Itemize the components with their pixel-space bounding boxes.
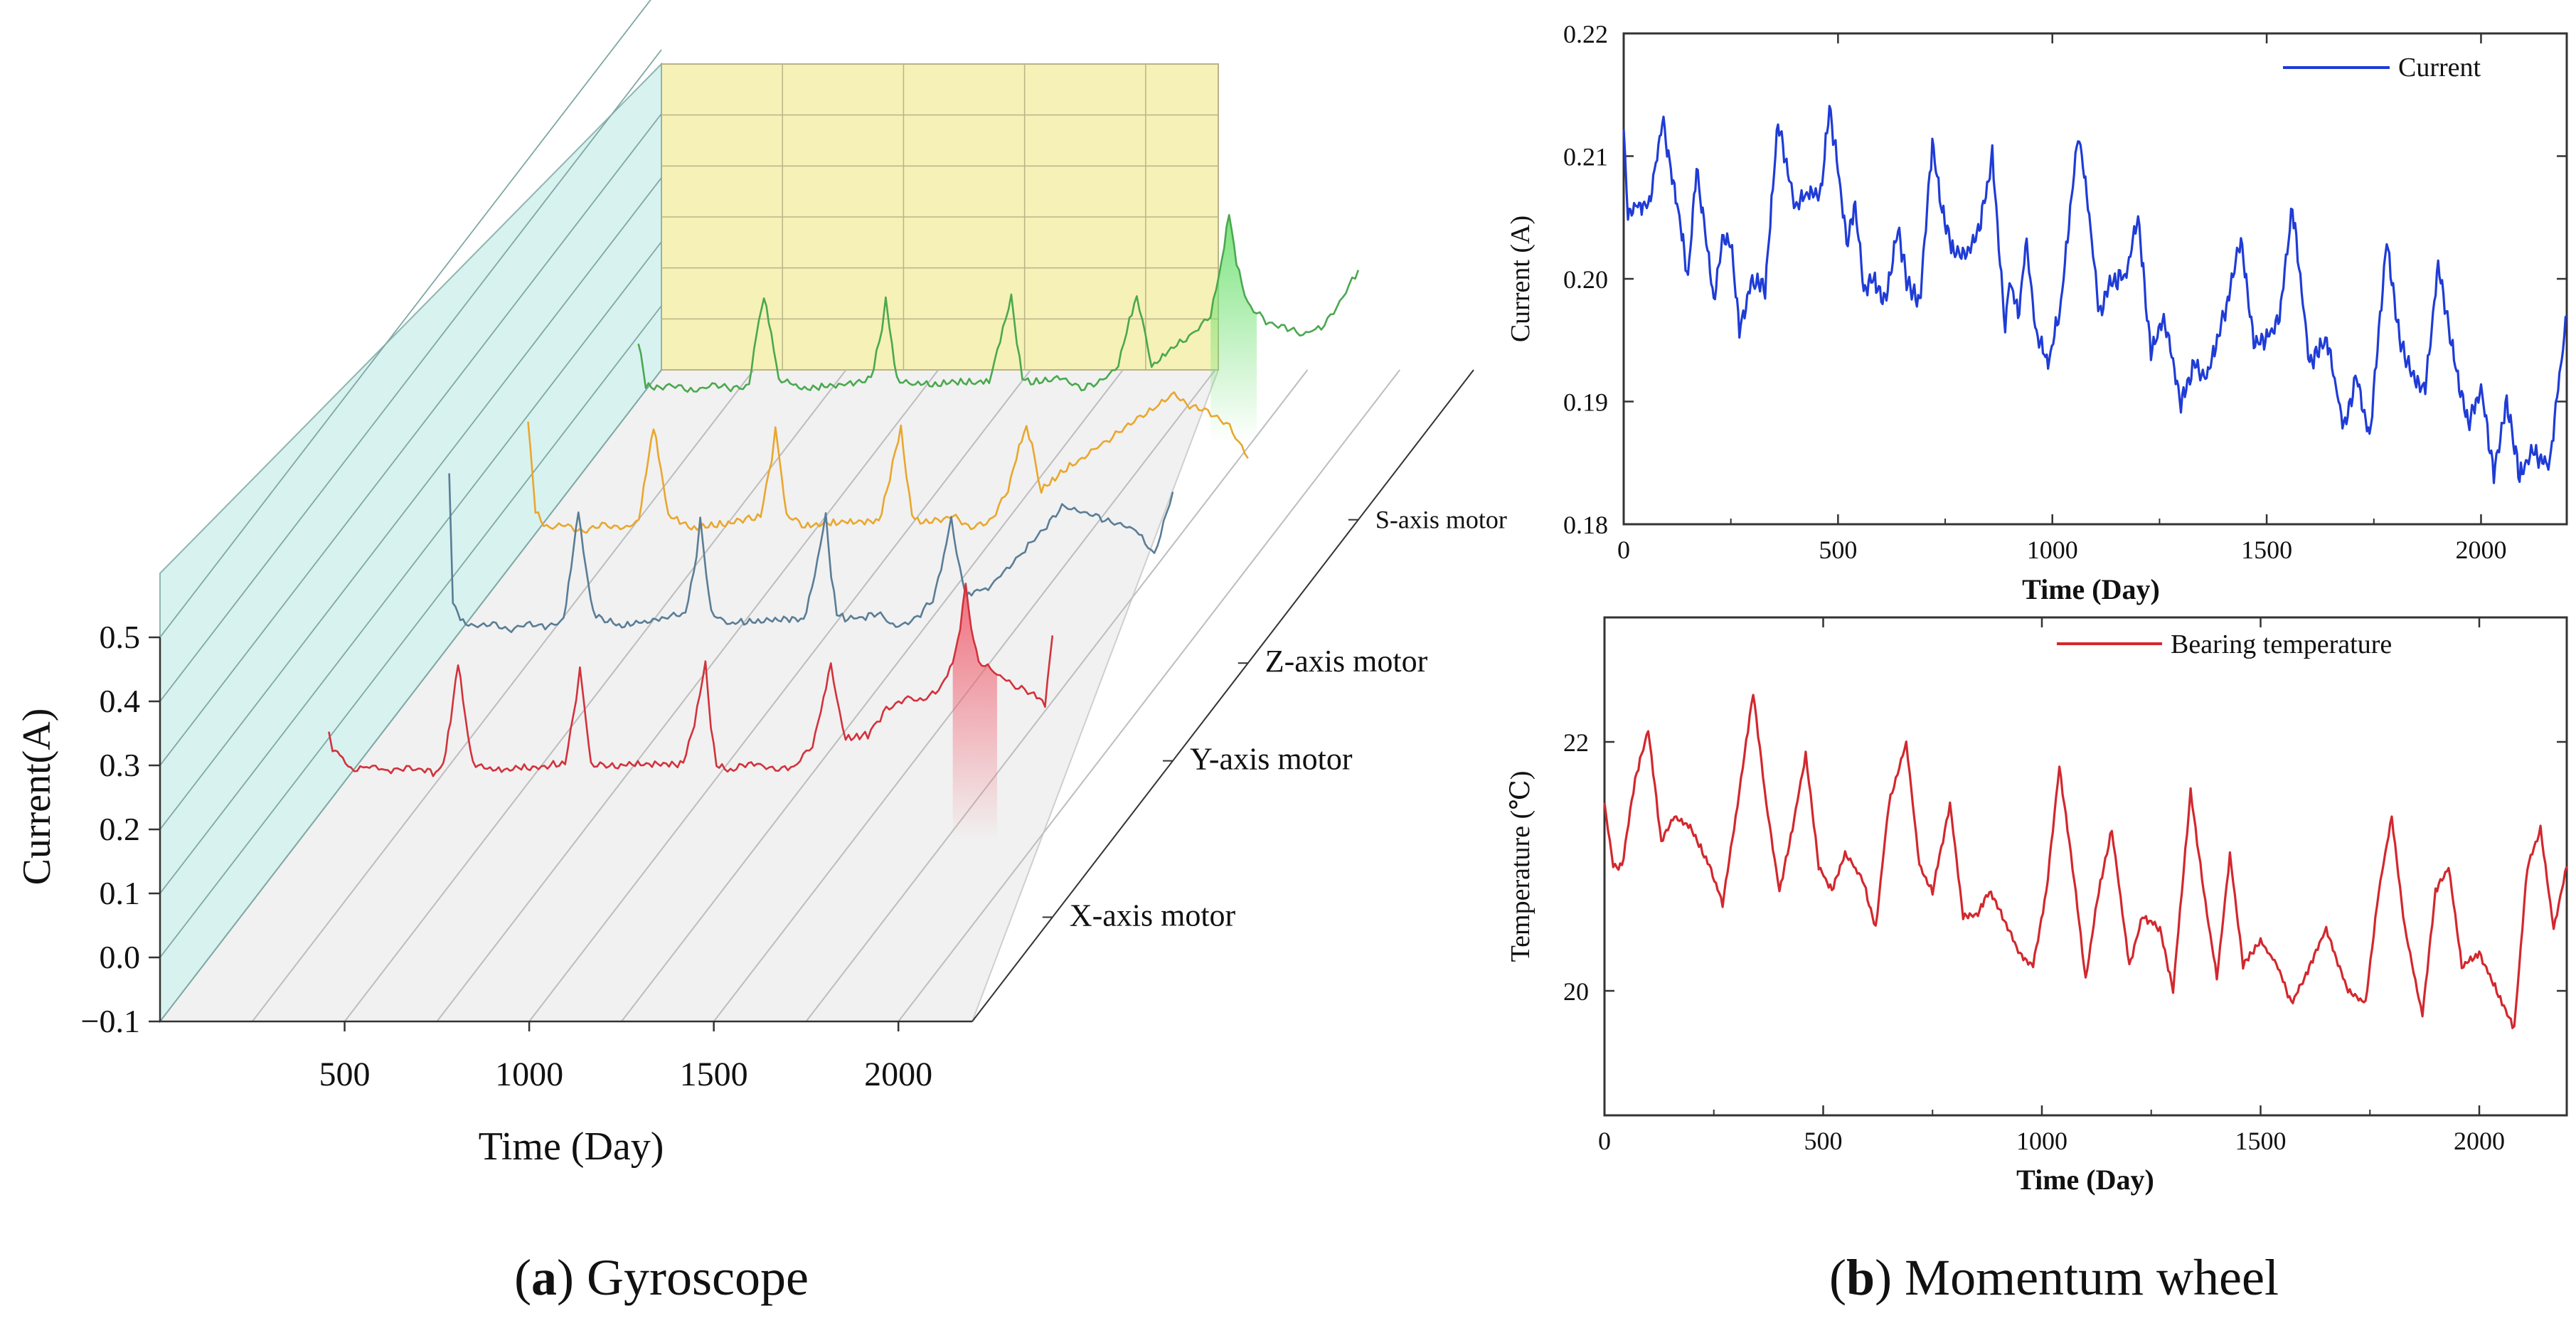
- x-tick-label: 1000: [495, 1056, 563, 1093]
- side-wall-gridline: [159, 241, 662, 894]
- panel-b-letter: b: [1846, 1249, 1875, 1306]
- panel-b-caption-text: Momentum wheel: [1905, 1249, 2279, 1306]
- y-tick-label: 20: [1563, 977, 1589, 1006]
- legend-label: Bearing temperature: [2171, 630, 2392, 659]
- y-tick-label: 0.3: [100, 747, 141, 783]
- momentum-temperature-chart: 0 500 1000 1500 2000 20 22 Bearing temperature…: [1506, 616, 2568, 1196]
- x-tick-label: 1000: [2027, 536, 2078, 564]
- grid-lines: [159, 0, 1400, 1022]
- x-tick-label: 1500: [680, 1056, 748, 1093]
- plot-frame: [1603, 616, 2568, 1117]
- side-wall-gridline: [159, 177, 662, 830]
- series-label: Z-axis motor: [1265, 644, 1428, 679]
- series-group: [328, 213, 1360, 841]
- panel-a-caption: (a) Gyroscope: [514, 1249, 809, 1306]
- floor-gridline: [436, 369, 940, 1022]
- series-label: S-axis motor: [1375, 506, 1507, 534]
- y-axis-label: Current(A): [15, 708, 59, 886]
- y-tick-label: 0.0: [100, 939, 141, 975]
- floor-gridline: [344, 369, 847, 1022]
- side-wall-gridline: [159, 49, 662, 702]
- series-group: [1603, 694, 2568, 1029]
- legend: Current: [2283, 53, 2481, 83]
- x-tick-label: 500: [1804, 1127, 1843, 1155]
- series-line-z-axis-motor: [527, 391, 1249, 534]
- y-tick-label: 0.22: [1563, 20, 1608, 48]
- x-axis-label: Time (Day): [479, 1125, 664, 1169]
- floor-gridline: [251, 369, 755, 1022]
- x-tick-label: 2000: [2454, 1127, 2505, 1155]
- series-label: X-axis motor: [1070, 898, 1236, 933]
- x-tick-label: 2000: [864, 1056, 932, 1093]
- panel-b-caption: (b) Momentum wheel: [1829, 1249, 2279, 1306]
- y-tick-label: −0.1: [81, 1003, 140, 1039]
- y-tick-label: 0.5: [100, 619, 141, 655]
- y-tick-label: 22: [1563, 728, 1589, 757]
- y-tick-label: 0.4: [100, 683, 141, 719]
- floor-gridline: [528, 369, 1031, 1022]
- peak-highlight: [1210, 215, 1257, 443]
- series-line-x-axis-motor: [328, 583, 1054, 777]
- x-tick-label: 500: [1819, 536, 1857, 564]
- x-tick-label: 1000: [2016, 1127, 2067, 1155]
- floor-gridline: [805, 369, 1309, 1022]
- side-wall-gridline: [159, 369, 662, 1022]
- peak-highlight: [952, 583, 997, 841]
- depth-axis-line: [972, 369, 1474, 1022]
- floor-gridline: [621, 369, 1124, 1022]
- y-tick-label: 0.18: [1563, 511, 1608, 539]
- series-line-s-axis-motor: [637, 213, 1360, 393]
- series-line-current: [1622, 105, 2568, 484]
- axes-group: S-axis motor Z-axis motor Y-axis motor X-ax…: [81, 369, 1507, 1093]
- axes-group: 0 500 1000 1500 2000 0.18 0.19 0.20 0.21 0.22: [1563, 20, 2567, 564]
- panel-a-caption-text: Gyroscope: [587, 1249, 809, 1306]
- y-tick-label: 0.20: [1563, 265, 1608, 294]
- y-axis-label: Temperature (℃): [1506, 771, 1536, 962]
- y-tick-label: 0.1: [100, 875, 141, 911]
- momentum-current-chart: 0 500 1000 1500 2000 0.18 0.19 0.20 0.21 0.22 Cur…: [1506, 20, 2568, 605]
- series-line-y-axis-motor: [448, 473, 1174, 633]
- y-axis-label: Current (A): [1506, 216, 1536, 342]
- y-tick-label: 0.2: [100, 811, 141, 847]
- x-tick-label: 500: [319, 1056, 371, 1093]
- panel-a-letter: a: [531, 1249, 557, 1306]
- side-wall-gridline: [159, 113, 662, 766]
- x-tick-label: 2000: [2455, 536, 2506, 564]
- floor-gridline: [898, 369, 1400, 1022]
- y-tick-label: 0.19: [1563, 388, 1608, 417]
- x-tick-label: 0: [1598, 1127, 1611, 1155]
- x-tick-label: 0: [1617, 536, 1630, 564]
- legend: Bearing temperature: [2057, 630, 2392, 659]
- legend-label: Current: [2398, 53, 2481, 83]
- side-wall-gridline: [159, 305, 662, 958]
- gyroscope-chart: S-axis motor Z-axis motor Y-axis motor X-ax…: [15, 0, 1507, 1169]
- x-tick-label: 1500: [2235, 1127, 2287, 1155]
- axes-group: 0 500 1000 1500 2000 20 22: [1563, 617, 2567, 1155]
- series-label: Y-axis motor: [1190, 742, 1353, 777]
- x-tick-label: 1500: [2241, 536, 2292, 564]
- x-axis-label: Time (Day): [2016, 1164, 2154, 1196]
- series-group: [1622, 105, 2568, 484]
- x-axis-label: Time (Day): [2022, 573, 2160, 605]
- side-wall-gridline: [159, 0, 651, 638]
- series-line-bearing-temperature: [1603, 694, 2568, 1029]
- y-tick-label: 0.21: [1563, 143, 1608, 171]
